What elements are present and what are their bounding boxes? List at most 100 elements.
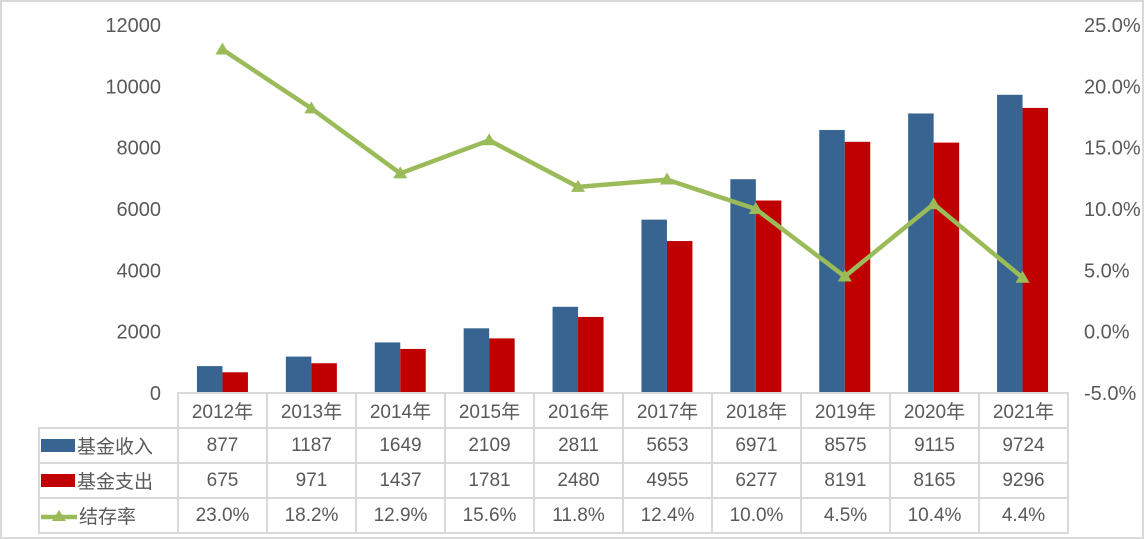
legend-key: 结存率: [41, 500, 176, 531]
year-header-cell: 2018年: [711, 392, 802, 429]
legend-label: 基金收入: [77, 437, 154, 458]
left-axis-tick-label: 6000: [117, 199, 162, 221]
right-axis-tick-label: -5.0%: [1084, 383, 1136, 405]
income-bar-2012年: [196, 366, 223, 393]
income-bar-2021年: [997, 94, 1023, 393]
right-axis-tick-label: 5.0%: [1084, 260, 1130, 282]
expense-bar-2014年: [400, 348, 426, 393]
expense-bar-2017年: [666, 241, 693, 393]
income-value-cell: 5653: [622, 427, 713, 464]
income-bar-2020年: [908, 113, 934, 394]
rate-marker-triangle-icon: [926, 197, 941, 210]
year-header-cell: 2020年: [889, 392, 980, 429]
year-header-cell: 2016年: [533, 392, 624, 429]
rate-value-cell: 12.4%: [622, 497, 713, 534]
legend-key: 基金收入: [41, 430, 176, 461]
rate-marker-triangle-icon: [837, 269, 852, 282]
left-axis-tick-label: 4000: [117, 260, 162, 282]
income-legend-swatch-icon: [41, 439, 75, 452]
rate-marker-triangle-icon: [748, 202, 763, 214]
income-bar-2014年: [374, 342, 401, 393]
legend-label: 基金支出: [77, 472, 154, 493]
year-header-cell: 2015年: [444, 392, 535, 429]
rate-line: [220, 47, 1025, 280]
rate-marker-triangle-icon: [215, 42, 230, 55]
expense-value-cell: 971: [266, 462, 357, 499]
rate-value-cell: 12.9%: [355, 497, 446, 534]
income-bar-2013年: [285, 356, 312, 393]
expense-value-cell: 8165: [889, 462, 980, 499]
rate-legend-line-swatch-icon: [41, 509, 77, 521]
left-axis-tick-label: 12000: [105, 15, 161, 37]
expense-bar-2021年: [1022, 107, 1049, 393]
income-bar-2016年: [552, 306, 579, 393]
chart-data-table: 2012年 2013年 2014年 2015年 2016年 2017年 2018年 2019年…: [38, 392, 1069, 534]
income-value-cell: 2109: [444, 427, 535, 464]
legend-cell: 基金收入: [38, 427, 179, 464]
table-header-row: 2012年 2013年 2014年 2015年 2016年 2017年 2018年 2019年…: [39, 392, 1069, 429]
year-header-cell: 2012年: [177, 392, 268, 429]
legend-key: 基金支出: [41, 465, 176, 496]
legend-label: 结存率: [79, 507, 137, 528]
rate-marker-triangle-icon: [1015, 270, 1030, 283]
rate-value-cell: 4.5%: [800, 497, 891, 534]
income-value-cell: 9115: [889, 427, 980, 464]
income-bar-2018年: [730, 179, 756, 393]
rate-value-cell: 18.2%: [266, 497, 357, 534]
rate-marker-triangle-icon: [393, 166, 408, 179]
expense-bar-2013年: [311, 363, 337, 393]
income-bar-2017年: [641, 219, 667, 393]
table-row: 基金收入 877 1187 1649 2109 2811 5653 6971 8575 9115 9…: [38, 427, 1069, 464]
rate-marker-triangle-icon: [304, 101, 319, 114]
expense-legend-swatch-icon: [41, 474, 75, 487]
left-axis-tick-label: 8000: [117, 138, 162, 160]
expense-bar-2020年: [933, 142, 960, 393]
expense-value-cell: 8191: [800, 462, 891, 499]
income-value-cell: 2811: [533, 427, 624, 464]
rate-marker-triangle-icon: [659, 172, 674, 185]
income-value-cell: 6971: [711, 427, 802, 464]
expense-bar-2012年: [222, 372, 248, 393]
rate-marker-triangle-icon: [571, 179, 586, 192]
expense-value-cell: 4955: [622, 462, 713, 499]
left-axis-tick-label: 0: [150, 383, 161, 405]
table-corner-cell: [39, 393, 178, 428]
expense-value-cell: 675: [177, 462, 268, 499]
expense-value-cell: 6277: [711, 462, 802, 499]
table-row: 基金支出 675 971 1437 1781 2480 4955 6277 8191 8165 92…: [38, 462, 1069, 499]
income-value-cell: 9724: [978, 427, 1069, 464]
legend-cell: 结存率: [38, 497, 179, 534]
year-header-cell: 2014年: [355, 392, 446, 429]
income-value-cell: 1649: [355, 427, 446, 464]
left-axis-tick-label: 10000: [105, 76, 161, 98]
expense-value-cell: 1781: [444, 462, 535, 499]
year-header-cell: 2017年: [622, 392, 713, 429]
rate-value-cell: 10.4%: [889, 497, 980, 534]
right-axis-tick-label: 20.0%: [1084, 76, 1141, 98]
expense-value-cell: 1437: [355, 462, 446, 499]
expense-value-cell: 2480: [533, 462, 624, 499]
rate-marker-triangle-icon: [482, 133, 497, 146]
rate-value-cell: 15.6%: [444, 497, 535, 534]
rate-value-cell: 10.0%: [711, 497, 802, 534]
expense-bar-2018年: [755, 200, 782, 393]
expense-value-cell: 9296: [978, 462, 1069, 499]
income-value-cell: 8575: [800, 427, 891, 464]
right-axis-tick-label: 25.0%: [1084, 15, 1141, 37]
right-axis-tick-label: 0.0%: [1084, 322, 1130, 344]
income-value-cell: 1187: [266, 427, 357, 464]
year-header-cell: 2013年: [266, 392, 357, 429]
income-value-cell: 877: [177, 427, 268, 464]
year-header-cell: 2019年: [800, 392, 891, 429]
rate-value-cell: 4.4%: [978, 497, 1069, 534]
left-axis-tick-label: 2000: [117, 322, 162, 344]
expense-bar-2015年: [489, 338, 515, 393]
expense-bar-2016年: [578, 316, 604, 393]
table-row: 结存率 23.0% 18.2% 12.9% 15.6% 11.8% 12.4% 10.0% 4.…: [38, 497, 1069, 534]
right-axis-tick-label: 10.0%: [1084, 199, 1141, 221]
year-header-cell: 2021年: [978, 392, 1069, 429]
right-axis-tick-label: 15.0%: [1084, 138, 1141, 160]
income-bar-2015年: [463, 328, 490, 393]
